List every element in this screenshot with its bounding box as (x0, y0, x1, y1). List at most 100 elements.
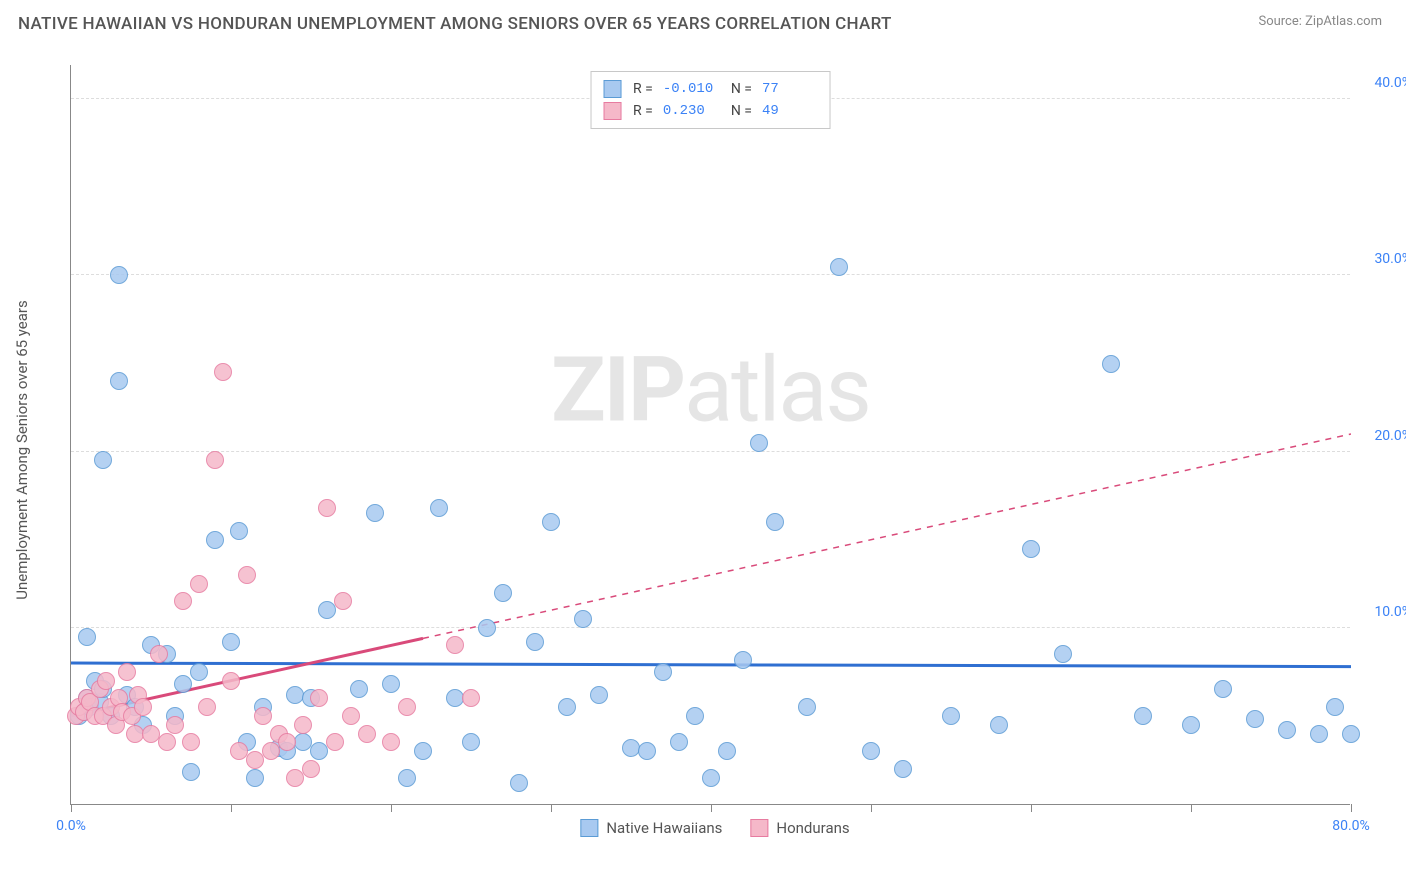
data-point (494, 584, 512, 602)
data-point (318, 499, 336, 517)
data-point (246, 769, 264, 787)
data-point (278, 733, 296, 751)
x-tick (231, 804, 232, 812)
watermark-light: atlas (684, 338, 870, 443)
n-value: 49 (762, 103, 818, 119)
gridline (71, 274, 1350, 275)
data-point (1134, 707, 1152, 725)
data-point (358, 725, 376, 743)
data-point (862, 742, 880, 760)
data-point (414, 742, 432, 760)
data-point (214, 363, 232, 381)
n-value: 77 (762, 81, 818, 97)
data-point (286, 686, 304, 704)
data-point (1022, 540, 1040, 558)
data-point (310, 742, 328, 760)
data-point (1054, 645, 1072, 663)
r-label: R = (633, 81, 653, 97)
x-tick (711, 804, 712, 812)
n-label: N = (731, 103, 752, 119)
data-point (206, 531, 224, 549)
data-point (94, 451, 112, 469)
data-point (118, 663, 136, 681)
data-point (462, 689, 480, 707)
data-point (190, 663, 208, 681)
data-point (686, 707, 704, 725)
legend-swatch (603, 102, 621, 120)
data-point (942, 707, 960, 725)
data-point (446, 636, 464, 654)
data-point (190, 575, 208, 593)
data-point (198, 698, 216, 716)
data-point (182, 763, 200, 781)
data-point (766, 513, 784, 531)
data-point (430, 499, 448, 517)
data-point (526, 633, 544, 651)
r-label: R = (633, 103, 653, 119)
data-point (334, 592, 352, 610)
data-point (558, 698, 576, 716)
page-title: NATIVE HAWAIIAN VS HONDURAN UNEMPLOYMENT… (18, 14, 892, 34)
data-point (510, 774, 528, 792)
source-attribution: Source: ZipAtlas.com (1258, 14, 1382, 29)
y-tick-label: 10.0% (1374, 604, 1406, 620)
x-tick (1191, 804, 1192, 812)
data-point (310, 689, 328, 707)
correlation-chart: Unemployment Among Seniors over 65 years… (50, 55, 1380, 845)
n-label: N = (731, 81, 752, 97)
x-tick-label: 80.0% (1332, 818, 1370, 834)
data-point (382, 675, 400, 693)
data-point (1342, 725, 1360, 743)
data-point (134, 698, 152, 716)
legend-swatch (580, 819, 598, 837)
data-point (110, 372, 128, 390)
data-point (542, 513, 560, 531)
data-point (262, 742, 280, 760)
data-point (150, 645, 168, 663)
correlation-legend: R =-0.010N =77R = 0.230N =49 (590, 71, 831, 129)
r-value: 0.230 (663, 103, 719, 119)
data-point (238, 566, 256, 584)
y-tick-label: 40.0% (1374, 75, 1406, 91)
y-tick-label: 30.0% (1374, 251, 1406, 267)
legend-series-label: Hondurans (776, 819, 849, 837)
data-point (398, 698, 416, 716)
data-point (294, 716, 312, 734)
legend-series-item: Hondurans (750, 819, 849, 837)
trend-lines (71, 64, 1351, 804)
x-tick (71, 804, 72, 812)
x-tick (391, 804, 392, 812)
legend-stat-row: R = 0.230 N = 49 (603, 100, 818, 122)
data-point (166, 716, 184, 734)
data-point (230, 522, 248, 540)
data-point (182, 733, 200, 751)
data-point (462, 733, 480, 751)
data-point (702, 769, 720, 787)
data-point (654, 663, 672, 681)
x-tick (1351, 804, 1352, 812)
data-point (1278, 721, 1296, 739)
gridline (71, 451, 1350, 452)
data-point (222, 633, 240, 651)
legend-series-item: Native Hawaiians (580, 819, 722, 837)
legend-stat-row: R =-0.010N =77 (603, 78, 818, 100)
data-point (574, 610, 592, 628)
data-point (342, 707, 360, 725)
data-point (78, 628, 96, 646)
data-point (302, 760, 320, 778)
y-axis-label: Unemployment Among Seniors over 65 years (13, 300, 31, 599)
data-point (382, 733, 400, 751)
data-point (174, 592, 192, 610)
data-point (398, 769, 416, 787)
data-point (798, 698, 816, 716)
data-point (718, 742, 736, 760)
data-point (350, 680, 368, 698)
x-tick (551, 804, 552, 812)
data-point (206, 451, 224, 469)
data-point (990, 716, 1008, 734)
data-point (750, 434, 768, 452)
legend-swatch (603, 80, 621, 98)
data-point (318, 601, 336, 619)
data-point (734, 651, 752, 669)
data-point (590, 686, 608, 704)
